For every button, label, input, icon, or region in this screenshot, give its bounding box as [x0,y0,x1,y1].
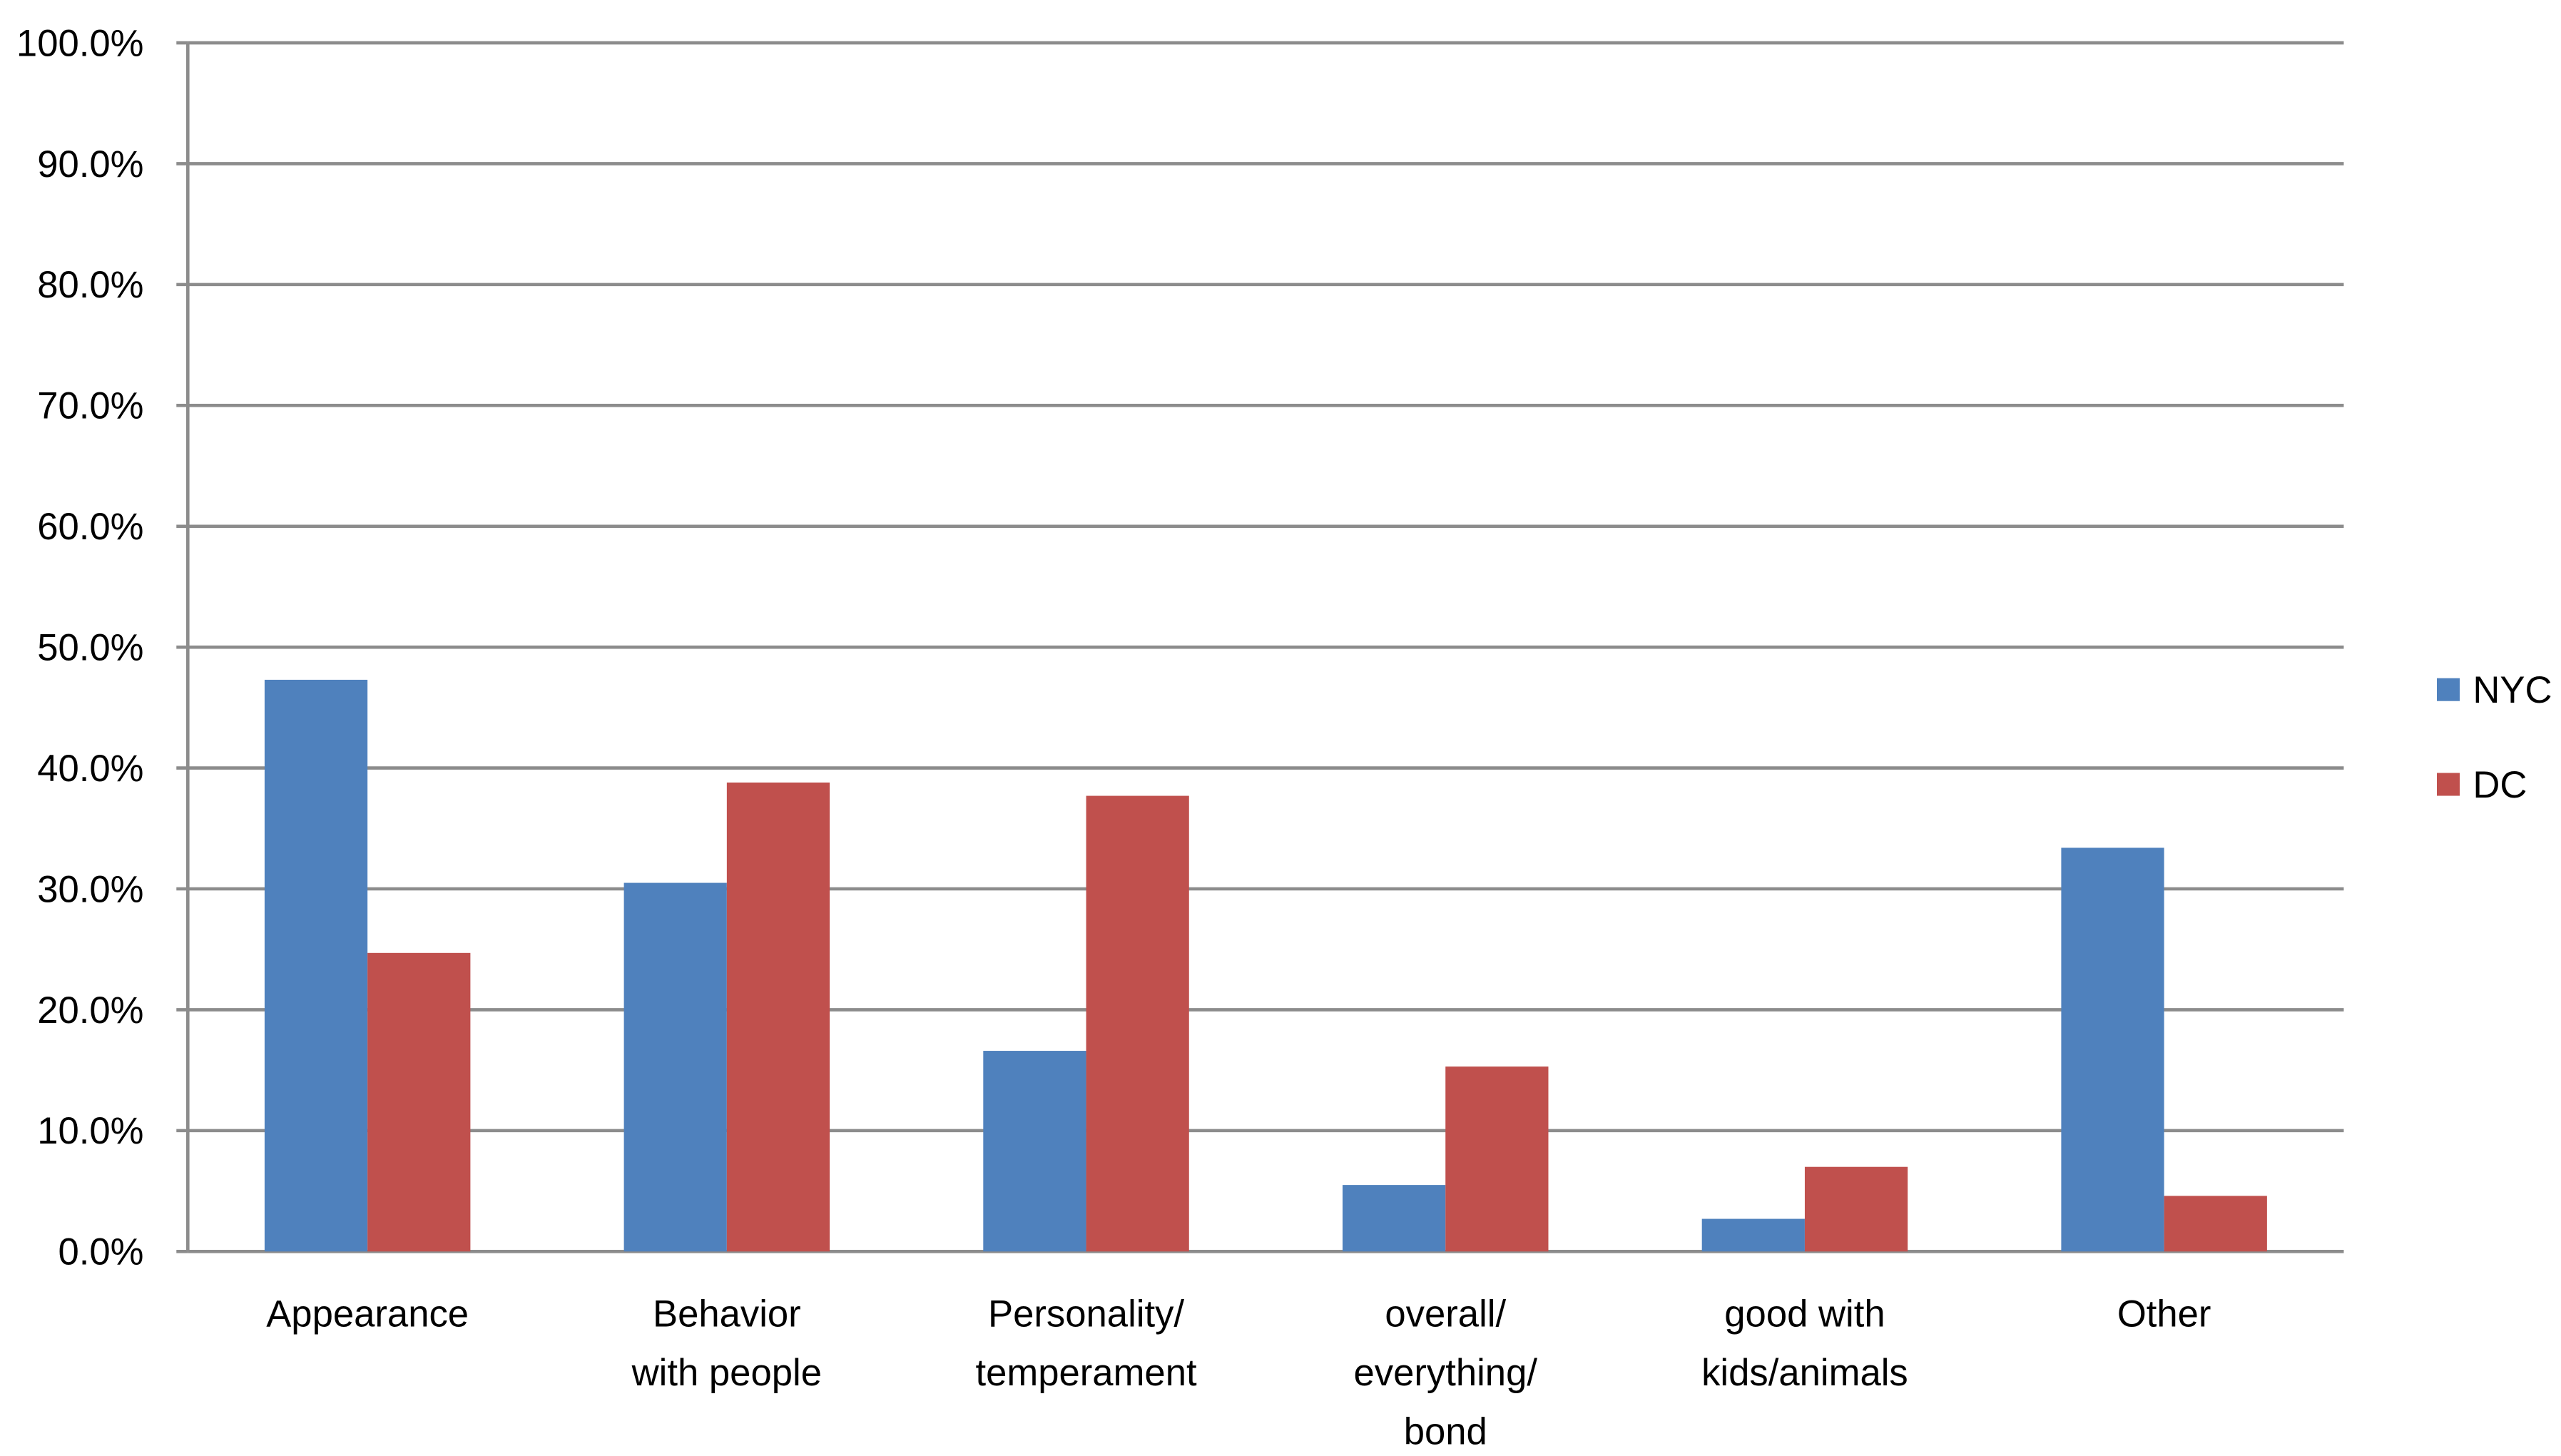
x-tick-label: temperament [975,1352,1197,1394]
legend-label: DC [2473,764,2527,806]
bar [623,882,727,1252]
legend-swatch [2436,678,2460,701]
x-tick-label: good with [1724,1293,1885,1335]
bar [367,952,471,1252]
bar [2061,847,2164,1252]
bar [2164,1196,2267,1252]
x-tick-label: with people [631,1352,822,1394]
x-tick-label: overall/ [1385,1293,1506,1335]
y-tick-label: 90.0% [37,143,143,185]
x-tick-label: Appearance [266,1293,469,1335]
x-tick-label: Other [2117,1293,2211,1335]
x-tick-label: kids/animals [1701,1352,1908,1394]
bar [1343,1185,1446,1252]
y-tick-label: 20.0% [37,989,143,1032]
bar [983,1051,1086,1252]
x-tick-label: Behavior [653,1293,801,1335]
bar [1804,1166,1908,1252]
y-tick-label: 60.0% [37,506,143,548]
bar [1445,1066,1549,1252]
y-tick-label: 50.0% [37,626,143,668]
y-tick-label: 40.0% [37,748,143,790]
x-tick-label: everything/ [1353,1352,1537,1394]
y-tick-label: 70.0% [37,385,143,427]
y-tick-label: 10.0% [37,1110,143,1152]
x-tick-label: Personality/ [988,1293,1184,1335]
y-tick-label: 30.0% [37,868,143,910]
bar [1701,1218,1805,1252]
legend-swatch [2436,773,2460,796]
y-tick-label: 80.0% [37,264,143,306]
y-tick-label: 100.0% [16,22,144,64]
y-tick-label: 0.0% [58,1231,143,1273]
bar [726,782,830,1252]
legend-label: NYC [2473,669,2552,711]
x-tick-label: bond [1404,1410,1487,1452]
bar [1086,795,1189,1252]
bar [264,679,368,1252]
